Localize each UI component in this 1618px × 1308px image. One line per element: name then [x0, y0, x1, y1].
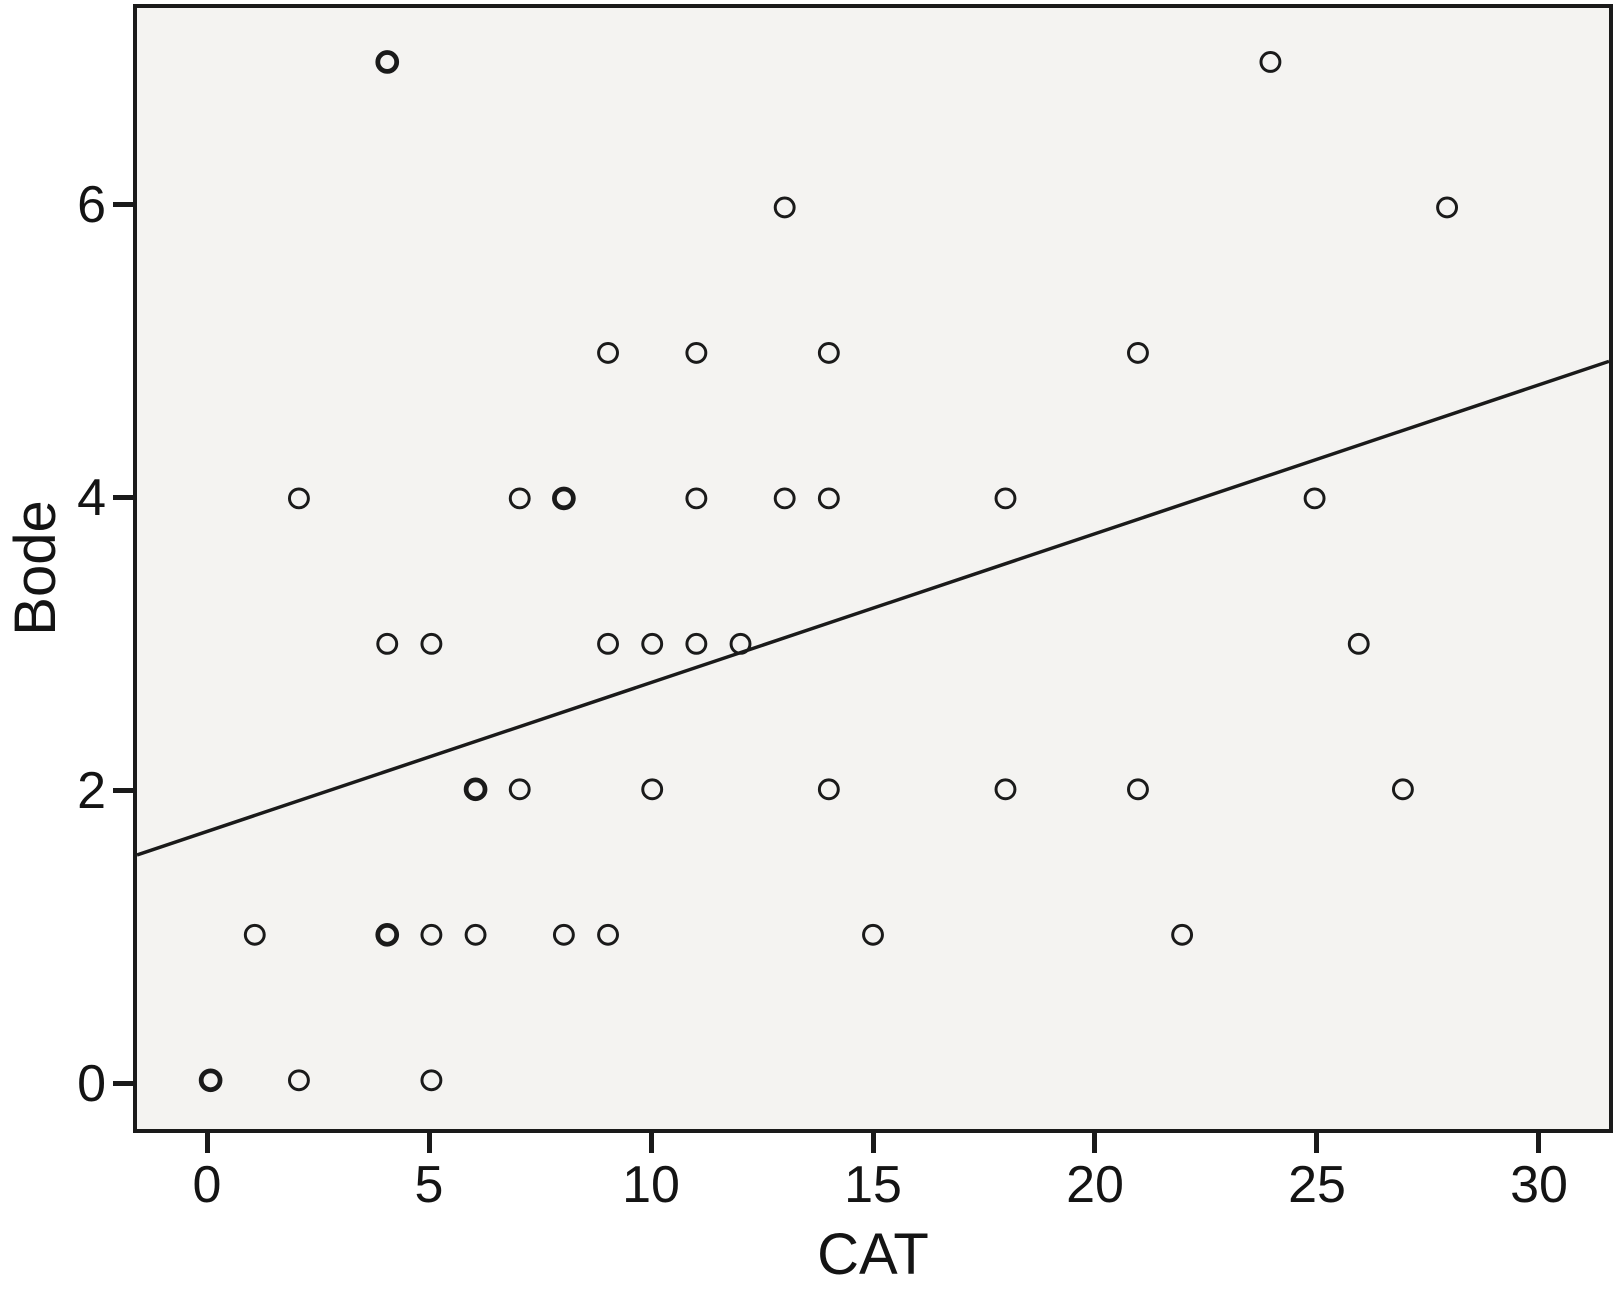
- y-tick-label: 4: [77, 468, 106, 527]
- data-point: [597, 632, 619, 655]
- data-point: [420, 923, 443, 946]
- data-point: [1391, 778, 1414, 801]
- x-axis-tick: [648, 1133, 654, 1153]
- data-point: [817, 487, 840, 510]
- x-axis-tick: [1314, 1133, 1320, 1153]
- data-point: [1347, 632, 1370, 655]
- data-point: [464, 923, 487, 946]
- data-point: [1127, 341, 1149, 364]
- data-point: [552, 486, 576, 511]
- x-tick-label: 25: [1288, 1156, 1346, 1214]
- data-point: [1259, 51, 1282, 73]
- data-point: [552, 923, 575, 946]
- y-axis-tick: [113, 495, 133, 501]
- x-axis-tick: [870, 1133, 876, 1153]
- data-point: [685, 632, 708, 655]
- x-tick-label: 5: [414, 1156, 444, 1214]
- x-axis-tick: [1536, 1133, 1542, 1153]
- x-tick-label: 30: [1510, 1156, 1568, 1214]
- x-tick-label: 10: [622, 1156, 680, 1214]
- y-axis-tick: [113, 788, 133, 794]
- data-point: [1127, 778, 1149, 801]
- x-tick-label: 20: [1066, 1156, 1124, 1214]
- data-point: [463, 777, 488, 802]
- data-point: [685, 487, 708, 510]
- data-point: [729, 632, 752, 655]
- data-point: [685, 341, 708, 364]
- y-tick-label: 2: [77, 761, 106, 820]
- plot-canvas: [137, 50, 1609, 1093]
- plot-area: [133, 4, 1613, 1133]
- data-point: [641, 632, 664, 655]
- data-point: [773, 196, 796, 219]
- y-axis-tick: [113, 1081, 133, 1087]
- data-point: [773, 487, 796, 510]
- y-tick-label: 0: [77, 1054, 106, 1113]
- trend-line: [137, 359, 1609, 857]
- y-tick-label: 6: [77, 175, 106, 234]
- data-point: [287, 1069, 310, 1092]
- data-point: [376, 632, 399, 655]
- x-axis-label: CAT: [817, 1222, 929, 1287]
- y-axis-tick: [113, 202, 133, 208]
- data-point: [420, 1069, 443, 1092]
- data-point: [198, 1068, 223, 1093]
- data-point: [420, 632, 443, 655]
- data-point: [287, 487, 310, 510]
- data-point: [994, 487, 1017, 510]
- x-tick-label: 15: [844, 1156, 902, 1214]
- data-point: [1171, 923, 1194, 946]
- data-point: [641, 778, 664, 801]
- x-axis-tick: [426, 1133, 432, 1153]
- data-point: [597, 923, 619, 946]
- data-point: [994, 778, 1017, 801]
- data-point: [862, 923, 884, 946]
- x-tick-label: 0: [192, 1156, 222, 1214]
- data-point: [1436, 196, 1459, 219]
- data-point: [597, 341, 619, 364]
- data-point: [817, 341, 840, 364]
- data-point: [1303, 487, 1326, 510]
- x-axis-tick: [204, 1133, 210, 1153]
- x-axis-tick: [1092, 1133, 1098, 1153]
- data-point: [375, 922, 400, 947]
- data-point: [508, 778, 531, 801]
- data-point: [508, 487, 531, 510]
- data-point: [243, 923, 266, 946]
- data-point: [375, 50, 400, 74]
- data-point: [817, 778, 840, 801]
